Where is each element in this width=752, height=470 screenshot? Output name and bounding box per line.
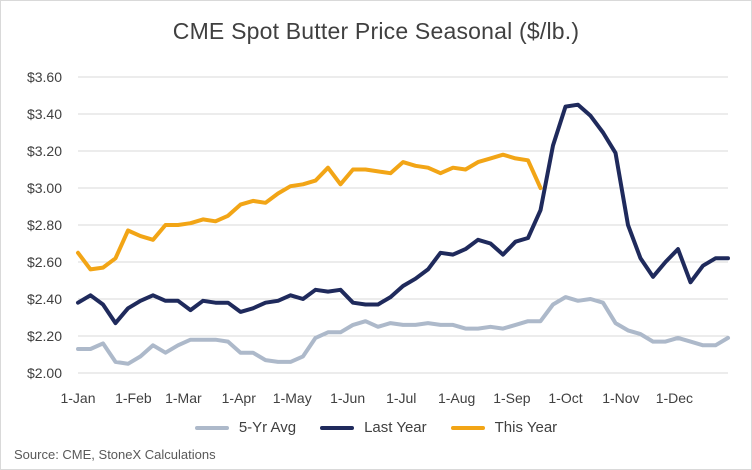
legend-swatch-5yr-avg bbox=[194, 425, 229, 430]
legend-label-last-year: Last Year bbox=[364, 419, 427, 436]
legend-swatch-this-year bbox=[450, 425, 485, 430]
y-tick-label: $2.60 bbox=[27, 254, 62, 270]
x-tick-label: 1-Oct bbox=[548, 390, 582, 406]
y-tick-label: $3.00 bbox=[27, 180, 62, 196]
y-tick-label: $3.20 bbox=[27, 143, 62, 159]
y-tick-label: $3.40 bbox=[27, 106, 62, 122]
x-tick-label: 1-Feb bbox=[115, 390, 152, 406]
x-tick-label: 1-Aug bbox=[438, 390, 475, 406]
y-tick-label: $2.80 bbox=[27, 217, 62, 233]
series-line-this-year bbox=[76, 152, 543, 272]
x-tick-label: 1-Apr bbox=[222, 390, 257, 406]
y-tick-label: $2.00 bbox=[27, 365, 62, 381]
series-line-last-year bbox=[76, 102, 730, 326]
series-lines bbox=[76, 102, 730, 366]
legend-item-5yr-avg: 5-Yr Avg bbox=[194, 419, 297, 436]
y-axis-tick-labels: $2.00 $2.20 $2.40 $2.60 $2.80 $3.00 $3.20 $3.40… bbox=[27, 69, 62, 381]
x-tick-label: 1-Jul bbox=[386, 390, 416, 406]
y-tick-label: $2.20 bbox=[27, 328, 62, 344]
x-tick-label: 1-May bbox=[273, 390, 312, 406]
gridlines bbox=[78, 76, 728, 337]
source-note: Source: CME, StoneX Calculations bbox=[14, 447, 216, 462]
legend-label-this-year: This Year bbox=[494, 419, 558, 436]
chart-title: CME Spot Butter Price Seasonal ($/lb.) bbox=[172, 18, 580, 44]
y-tick-label: $2.40 bbox=[27, 291, 62, 307]
x-tick-label: 1-Mar bbox=[165, 390, 202, 406]
legend-swatch-last-year bbox=[320, 425, 355, 430]
x-tick-label: 1-Jan bbox=[60, 390, 95, 406]
series-line-5yr-avg bbox=[76, 295, 730, 366]
legend-item-this-year: This Year bbox=[450, 419, 558, 436]
x-axis-tick-labels: 1-Jan 1-Feb 1-Mar 1-Apr 1-May 1-Jun 1-Jul 1-Aug… bbox=[60, 390, 693, 406]
x-tick-label: 1-Sep bbox=[493, 390, 531, 406]
legend-label-5yr-avg: 5-Yr Avg bbox=[238, 419, 297, 436]
y-tick-label: $3.60 bbox=[27, 69, 62, 85]
x-tick-label: 1-Nov bbox=[602, 390, 639, 406]
legend: 5-Yr Avg Last Year This Year bbox=[0, 419, 752, 436]
x-tick-label: 1-Jun bbox=[330, 390, 365, 406]
legend-item-last-year: Last Year bbox=[320, 419, 427, 436]
x-tick-label: 1-Dec bbox=[656, 390, 693, 406]
